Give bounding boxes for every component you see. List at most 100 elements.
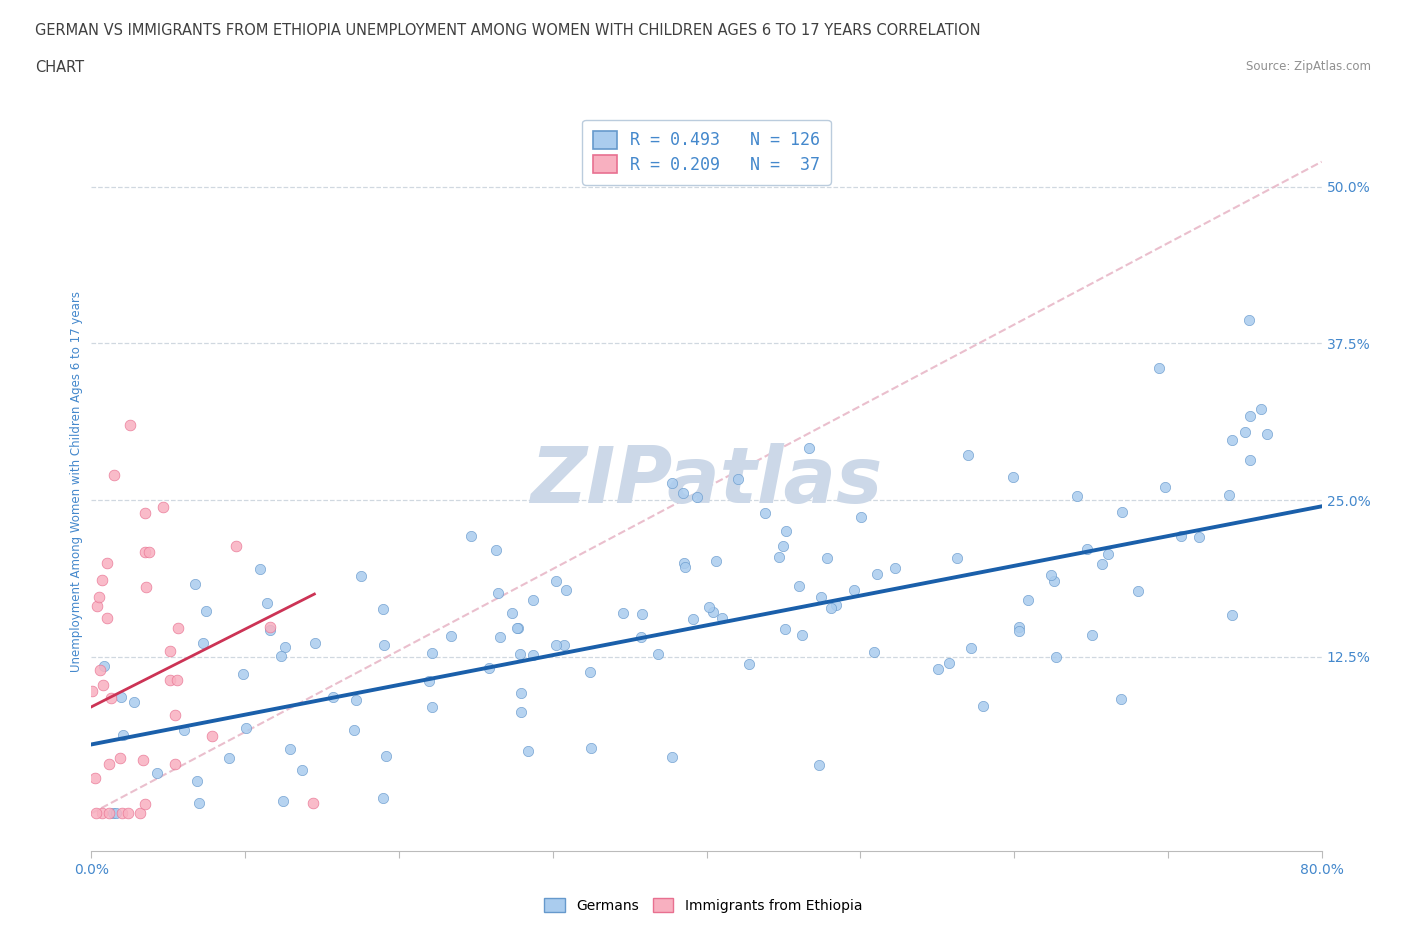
Point — [188, 795, 211, 810]
Point — [274, 640, 297, 655]
Point — [1170, 528, 1192, 543]
Point — [517, 743, 540, 758]
Point — [460, 528, 482, 543]
Point — [702, 604, 724, 619]
Point — [103, 468, 125, 483]
Point — [485, 543, 508, 558]
Point — [738, 657, 761, 671]
Point — [1188, 530, 1211, 545]
Point — [553, 637, 575, 652]
Point — [946, 551, 969, 565]
Point — [96, 610, 118, 625]
Point — [820, 600, 842, 615]
Point — [249, 562, 271, 577]
Point — [134, 796, 156, 811]
Point — [866, 566, 889, 581]
Point — [225, 538, 247, 553]
Point — [1091, 557, 1114, 572]
Point — [163, 707, 186, 722]
Point — [122, 695, 145, 710]
Text: ZIPatlas: ZIPatlas — [530, 444, 883, 519]
Point — [501, 605, 523, 620]
Point — [673, 559, 696, 574]
Point — [138, 545, 160, 560]
Point — [672, 556, 695, 571]
Point — [167, 620, 190, 635]
Point — [1239, 408, 1261, 423]
Point — [1002, 470, 1025, 485]
Point — [546, 638, 568, 653]
Point — [612, 605, 634, 620]
Point — [825, 598, 848, 613]
Point — [118, 418, 141, 432]
Point — [111, 728, 134, 743]
Legend: R = 0.493   N = 126, R = 0.209   N =  37: R = 0.493 N = 126, R = 0.209 N = 37 — [582, 120, 831, 185]
Point — [772, 538, 794, 553]
Point — [509, 646, 531, 661]
Point — [792, 628, 814, 643]
Point — [129, 806, 152, 821]
Point — [232, 667, 254, 682]
Point — [478, 660, 501, 675]
Point — [486, 586, 509, 601]
Point — [440, 628, 463, 643]
Point — [1250, 402, 1272, 417]
Point — [134, 545, 156, 560]
Point — [661, 476, 683, 491]
Point — [1017, 592, 1039, 607]
Point — [91, 573, 114, 588]
Point — [509, 686, 531, 701]
Point — [82, 684, 104, 698]
Point — [304, 636, 326, 651]
Point — [579, 664, 602, 679]
Point — [506, 620, 529, 635]
Point — [259, 619, 281, 634]
Point — [101, 806, 124, 821]
Point — [132, 752, 155, 767]
Point — [787, 578, 810, 593]
Point — [1256, 427, 1278, 442]
Point — [797, 441, 820, 456]
Point — [89, 590, 111, 604]
Point — [522, 648, 544, 663]
Point — [807, 758, 830, 773]
Point — [134, 505, 156, 520]
Point — [555, 583, 578, 598]
Point — [201, 729, 224, 744]
Point — [647, 646, 669, 661]
Point — [166, 672, 188, 687]
Point — [972, 698, 994, 713]
Point — [1220, 432, 1243, 447]
Point — [373, 638, 395, 653]
Point — [883, 561, 905, 576]
Point — [711, 610, 734, 625]
Point — [159, 644, 181, 658]
Text: GERMAN VS IMMIGRANTS FROM ETHIOPIA UNEMPLOYMENT AMONG WOMEN WITH CHILDREN AGES 6: GERMAN VS IMMIGRANTS FROM ETHIOPIA UNEMP… — [35, 23, 981, 38]
Point — [1045, 650, 1067, 665]
Point — [1218, 487, 1240, 502]
Point — [374, 749, 396, 764]
Point — [768, 550, 790, 565]
Point — [960, 641, 983, 656]
Point — [686, 490, 709, 505]
Point — [631, 606, 654, 621]
Point — [775, 524, 797, 538]
Point — [195, 604, 218, 618]
Point — [111, 806, 134, 821]
Point — [1066, 488, 1088, 503]
Point — [93, 658, 115, 673]
Point — [191, 635, 214, 650]
Point — [86, 598, 108, 613]
Point — [1008, 620, 1031, 635]
Point — [506, 621, 529, 636]
Point — [270, 648, 292, 663]
Point — [89, 662, 111, 677]
Point — [489, 630, 512, 644]
Point — [371, 602, 394, 617]
Text: CHART: CHART — [35, 60, 84, 75]
Point — [84, 771, 107, 786]
Point — [145, 765, 167, 780]
Point — [863, 644, 886, 659]
Point — [1081, 627, 1104, 642]
Point — [579, 740, 602, 755]
